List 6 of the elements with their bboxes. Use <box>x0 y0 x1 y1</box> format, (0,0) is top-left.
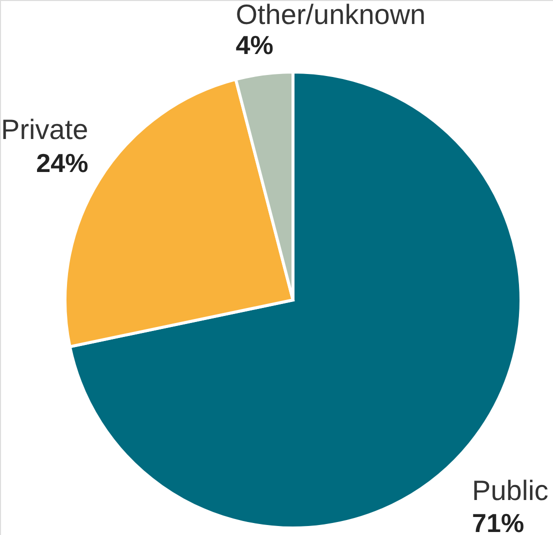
slice-label: Private <box>1 114 88 145</box>
data-label: 71% <box>472 508 524 535</box>
slice-label: Other/unknown <box>236 0 426 30</box>
data-label: 4% <box>236 30 274 60</box>
data-label: 24% <box>36 148 88 178</box>
slice-label: Public <box>472 474 548 506</box>
